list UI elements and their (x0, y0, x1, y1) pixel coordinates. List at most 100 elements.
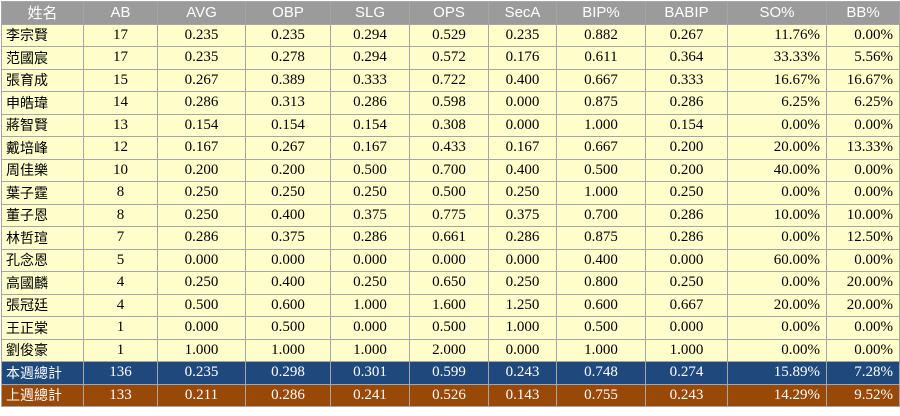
cell-name: 董子恩 (1, 203, 84, 227)
cell-so: 0.00% (727, 181, 827, 205)
cell-bip: 0.500 (556, 316, 646, 340)
cell-avg: 0.235 (157, 46, 246, 70)
table-row: 李宗賢 17 0.235 0.235 0.294 0.529 0.235 0.882 0.267… (1, 23, 900, 47)
header-ab: AB (83, 1, 158, 25)
header-obp: OBP (245, 1, 331, 25)
cell-obp: 0.000 (245, 248, 331, 272)
cell-name: 戴培峰 (1, 136, 84, 160)
cell-bip: 0.875 (556, 91, 646, 115)
this-week-total-row: 本週總計 136 0.235 0.298 0.301 0.599 0.243 0.748 0.2… (1, 361, 900, 385)
table-row: 申皓瑋 14 0.286 0.313 0.286 0.598 0.000 0.875 0.286… (1, 91, 900, 115)
cell-bip: 0.748 (556, 361, 646, 385)
cell-so: 0.00% (727, 226, 827, 250)
cell-babip: 0.000 (645, 316, 728, 340)
cell-so: 60.00% (727, 248, 827, 272)
cell-babip: 0.250 (645, 181, 728, 205)
table-row: 王正棠 1 0.000 0.500 0.000 0.500 1.000 0.500 0.000 0… (1, 316, 900, 340)
cell-obp: 0.375 (245, 226, 331, 250)
cell-obp: 0.278 (245, 46, 331, 70)
cell-babip: 0.154 (645, 113, 728, 137)
cell-name: 葉子霆 (1, 181, 84, 205)
cell-ops: 0.308 (409, 113, 489, 137)
cell-avg: 0.167 (157, 136, 246, 160)
cell-babip: 0.667 (645, 293, 728, 317)
cell-bip: 0.611 (556, 46, 646, 70)
cell-slg: 0.375 (330, 203, 410, 227)
header-name: 姓名 (1, 1, 84, 25)
cell-avg: 0.286 (157, 91, 246, 115)
cell-ops: 0.599 (409, 361, 489, 385)
cell-ops: 0.500 (409, 181, 489, 205)
header-seca: SecA (488, 1, 557, 25)
cell-slg: 0.301 (330, 361, 410, 385)
cell-ops: 0.500 (409, 316, 489, 340)
cell-name: 王正棠 (1, 316, 84, 340)
cell-name: 本週總計 (1, 361, 84, 385)
cell-bip: 0.755 (556, 383, 646, 407)
cell-ab: 133 (83, 383, 158, 407)
cell-so: 11.76% (727, 23, 827, 47)
cell-avg: 0.235 (157, 361, 246, 385)
cell-avg: 0.250 (157, 271, 246, 295)
cell-name: 孔念恩 (1, 248, 84, 272)
cell-so: 20.00% (727, 293, 827, 317)
cell-avg: 0.000 (157, 316, 246, 340)
cell-so: 0.00% (727, 271, 827, 295)
cell-babip: 0.000 (645, 248, 728, 272)
cell-so: 0.00% (727, 316, 827, 340)
cell-avg: 0.154 (157, 113, 246, 137)
cell-seca: 0.167 (488, 136, 557, 160)
cell-seca: 0.000 (488, 248, 557, 272)
cell-name: 林哲瑄 (1, 226, 84, 250)
cell-bb: 16.67% (826, 68, 900, 92)
cell-ab: 136 (83, 361, 158, 385)
cell-slg: 0.286 (330, 91, 410, 115)
cell-ab: 14 (83, 91, 158, 115)
table-row: 林哲瑄 7 0.286 0.375 0.286 0.661 0.286 0.875 0.286 0… (1, 226, 900, 250)
cell-bb: 0.00% (826, 181, 900, 205)
cell-avg: 0.200 (157, 158, 246, 182)
table-row: 戴培峰 12 0.167 0.267 0.167 0.433 0.167 0.667 0.200… (1, 136, 900, 160)
cell-slg: 0.286 (330, 226, 410, 250)
cell-ab: 5 (83, 248, 158, 272)
cell-so: 40.00% (727, 158, 827, 182)
cell-ab: 1 (83, 316, 158, 340)
cell-slg: 0.294 (330, 23, 410, 47)
cell-obp: 0.389 (245, 68, 331, 92)
cell-bb: 20.00% (826, 293, 900, 317)
cell-bb: 12.50% (826, 226, 900, 250)
header-avg: AVG (157, 1, 246, 25)
cell-so: 0.00% (727, 113, 827, 137)
cell-seca: 0.250 (488, 271, 557, 295)
cell-seca: 0.400 (488, 158, 557, 182)
cell-bb: 0.00% (826, 23, 900, 47)
cell-seca: 0.250 (488, 181, 557, 205)
cell-so: 10.00% (727, 203, 827, 227)
cell-ops: 0.722 (409, 68, 489, 92)
cell-obp: 0.400 (245, 203, 331, 227)
cell-obp: 0.500 (245, 316, 331, 340)
cell-ops: 0.700 (409, 158, 489, 182)
cell-so: 15.89% (727, 361, 827, 385)
cell-ops: 0.433 (409, 136, 489, 160)
header-bb: BB% (826, 1, 900, 25)
cell-obp: 0.267 (245, 136, 331, 160)
cell-so: 33.33% (727, 46, 827, 70)
header-babip: BABIP (645, 1, 728, 25)
cell-obp: 0.250 (245, 181, 331, 205)
cell-bb: 0.00% (826, 113, 900, 137)
cell-bb: 7.28% (826, 361, 900, 385)
cell-seca: 0.000 (488, 91, 557, 115)
cell-ops: 0.000 (409, 248, 489, 272)
cell-slg: 0.250 (330, 181, 410, 205)
cell-name: 高國麟 (1, 271, 84, 295)
header-bip: BIP% (556, 1, 646, 25)
cell-slg: 0.000 (330, 248, 410, 272)
cell-avg: 0.286 (157, 226, 246, 250)
cell-avg: 0.250 (157, 181, 246, 205)
cell-ab: 15 (83, 68, 158, 92)
cell-obp: 0.600 (245, 293, 331, 317)
cell-name: 周佳樂 (1, 158, 84, 182)
cell-name: 范國宸 (1, 46, 84, 70)
cell-slg: 0.167 (330, 136, 410, 160)
